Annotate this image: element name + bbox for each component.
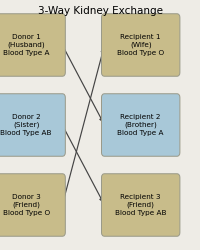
FancyBboxPatch shape [101, 174, 179, 236]
FancyBboxPatch shape [0, 14, 65, 76]
FancyBboxPatch shape [0, 174, 65, 236]
Text: Recipient 1
(Wife)
Blood Type O: Recipient 1 (Wife) Blood Type O [117, 34, 163, 56]
Text: Donor 1
(Husband)
Blood Type A: Donor 1 (Husband) Blood Type A [3, 34, 49, 56]
Text: Donor 3
(Friend)
Blood Type O: Donor 3 (Friend) Blood Type O [3, 194, 49, 216]
FancyBboxPatch shape [101, 94, 179, 156]
FancyBboxPatch shape [0, 94, 65, 156]
Text: 3-Way Kidney Exchange: 3-Way Kidney Exchange [38, 6, 162, 16]
Text: Recipient 2
(Brother)
Blood Type A: Recipient 2 (Brother) Blood Type A [117, 114, 163, 136]
Text: Recipient 3
(Friend)
Blood Type AB: Recipient 3 (Friend) Blood Type AB [114, 194, 166, 216]
Text: Donor 2
(Sister)
Blood Type AB: Donor 2 (Sister) Blood Type AB [0, 114, 52, 136]
FancyBboxPatch shape [101, 14, 179, 76]
